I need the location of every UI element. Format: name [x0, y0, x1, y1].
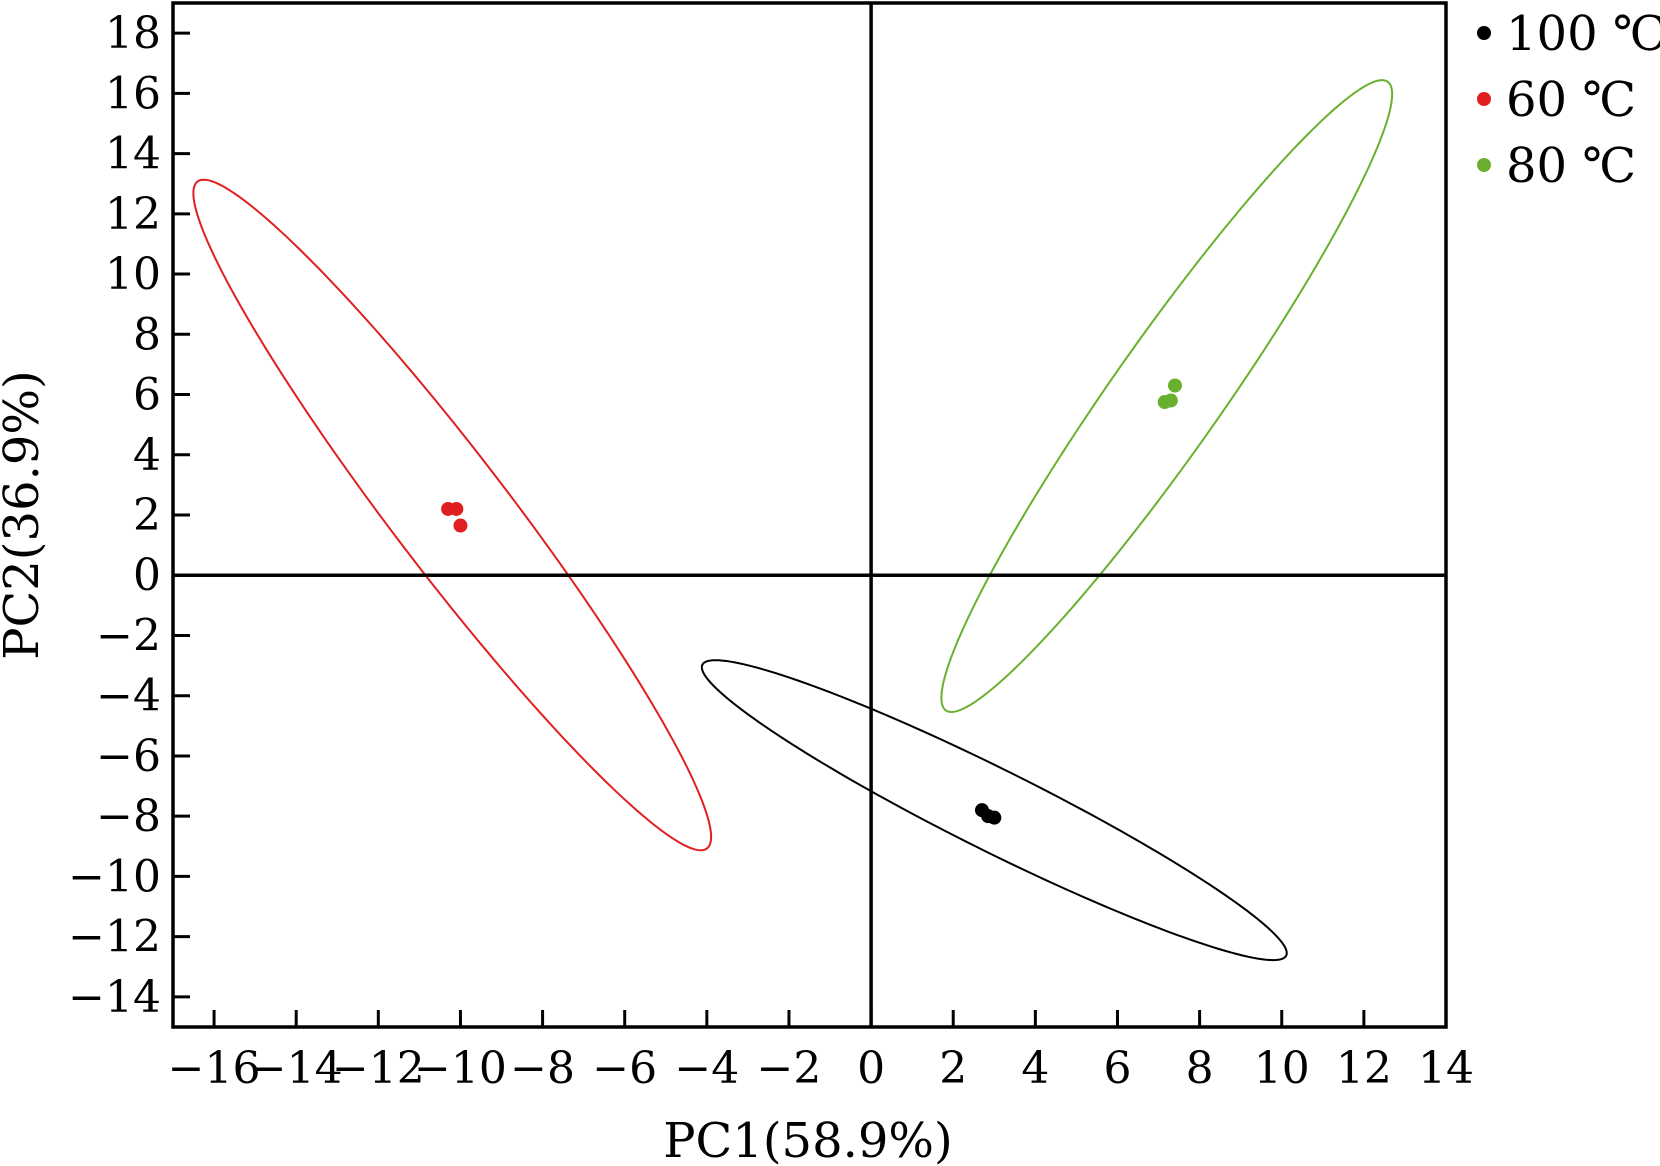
- x-tick-label: −14: [250, 1043, 343, 1094]
- x-tick-label: 4: [1021, 1043, 1049, 1094]
- y-tick-label: 0: [133, 550, 161, 601]
- legend-marker: [1477, 26, 1491, 40]
- y-axis-title: PC2(36.9%): [0, 370, 50, 660]
- legend-label: 80 ℃: [1506, 138, 1636, 194]
- confidence-ellipses: [192, 79, 1394, 962]
- y-tick-label: −10: [68, 851, 161, 902]
- data-point: [1163, 393, 1178, 408]
- x-tick-label: 2: [939, 1043, 967, 1094]
- legend-label: 100 ℃: [1506, 6, 1660, 62]
- y-tick-label: −14: [68, 972, 161, 1023]
- y-tick-label: −12: [68, 912, 161, 963]
- x-tick-label: 0: [857, 1043, 885, 1094]
- x-tick-label: 10: [1254, 1043, 1310, 1094]
- y-tick-label: 18: [105, 8, 161, 59]
- data-point: [987, 810, 1002, 825]
- confidence-ellipse: [192, 178, 713, 852]
- y-tick-label: 10: [105, 249, 161, 300]
- x-tick-label: −8: [510, 1043, 575, 1094]
- data-point: [449, 501, 464, 516]
- legend-marker: [1477, 92, 1491, 106]
- x-tick-label: −12: [332, 1043, 425, 1094]
- x-tick-label: −10: [414, 1043, 507, 1094]
- legend-label: 60 ℃: [1506, 72, 1636, 128]
- x-tick-label: 14: [1418, 1043, 1474, 1094]
- x-tick-label: 6: [1103, 1043, 1131, 1094]
- y-tick-label: 4: [133, 430, 161, 481]
- y-tick-label: −8: [96, 791, 161, 842]
- data-point: [453, 518, 468, 533]
- x-tick-label: −2: [757, 1043, 822, 1094]
- plot-frame: [171, 1, 1448, 1029]
- x-tick-label: −6: [592, 1043, 657, 1094]
- x-tick-label: −16: [168, 1043, 261, 1094]
- y-tick-label: 14: [105, 129, 161, 180]
- y-tick-label: −4: [96, 671, 161, 722]
- x-tick-label: 8: [1186, 1043, 1214, 1094]
- zero-reference-lines: [173, 3, 1446, 1027]
- y-tick-label: −2: [96, 610, 161, 661]
- x-tick-label: −4: [674, 1043, 739, 1094]
- data-points: [441, 378, 1182, 825]
- x-tick-label: 12: [1336, 1043, 1392, 1094]
- y-tick-label: 2: [133, 490, 161, 541]
- data-point: [1167, 378, 1182, 393]
- legend: 100 ℃ 60 ℃ 80 ℃: [1477, 6, 1660, 194]
- y-tick-label: 6: [133, 370, 161, 421]
- y-tick-label: −6: [96, 731, 161, 782]
- y-tick-label: 8: [133, 309, 161, 360]
- legend-marker: [1477, 158, 1491, 172]
- confidence-ellipse: [700, 659, 1288, 962]
- plot-border: [171, 1, 1448, 1029]
- y-axis-ticks: 18 16 14 12 10 8 6 4 2 0 −2 −4 −6 −8 −10 −12 −14: [68, 8, 190, 1023]
- y-tick-label: 16: [105, 68, 161, 119]
- x-axis-ticks: −16−14−12−10 −8 −6 −4 −2 0 2 4 6 8 10 12 14: [168, 1010, 1474, 1094]
- confidence-ellipse: [940, 79, 1394, 713]
- x-axis-title: PC1(58.9%): [663, 1113, 953, 1166]
- y-tick-label: 12: [105, 189, 161, 240]
